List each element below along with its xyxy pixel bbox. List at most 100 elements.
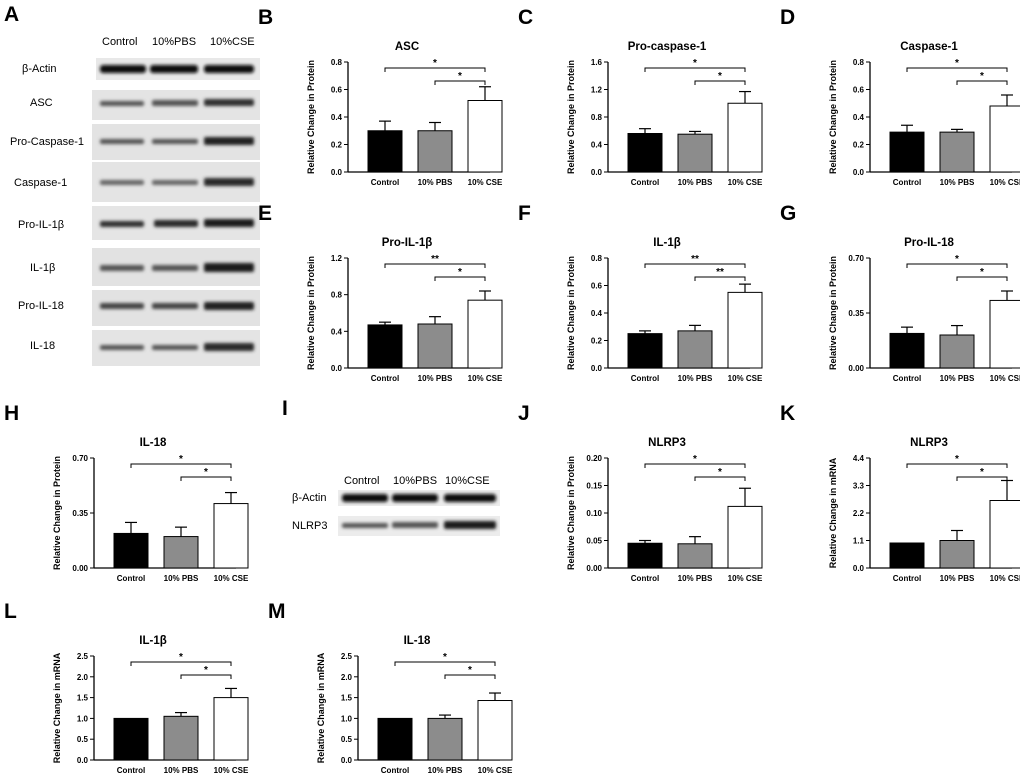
significance-bracket	[956, 80, 1008, 85]
x-tick-label: 10% PBS	[418, 178, 453, 187]
bar-3	[989, 105, 1020, 173]
blot-a-row-il1b: IL-1β	[30, 262, 56, 274]
x-tick-label: 10% CSE	[478, 766, 513, 775]
bar-2	[677, 133, 713, 173]
chart-panel-d: D Caspase-1 Relative Change in Protein 0.0 0…	[776, 0, 1020, 200]
x-tick-label: Control	[371, 178, 399, 187]
chart-title: NLRP3	[648, 437, 686, 449]
chart-title: IL-18	[140, 437, 167, 449]
chart-panel-h: H IL-18 Relative Change in Protein 0.00 0.35…	[0, 396, 249, 596]
significance-label: *	[718, 71, 722, 82]
bar-3	[727, 102, 763, 173]
significance-bracket	[130, 661, 232, 666]
x-tick-label: 10% CSE	[214, 574, 249, 583]
blot-a-row-proil18: Pro-IL-18	[18, 300, 64, 312]
bar-1	[113, 717, 149, 761]
significance-bracket	[694, 80, 746, 85]
chart-panel-m: M IL-18 Relative Change in mRNA 0.0 0.5 1.0 1.…	[264, 594, 513, 782]
significance-label: *	[980, 467, 984, 478]
bar-1	[113, 532, 149, 569]
significance-bracket	[694, 276, 746, 281]
x-tick-label: 10% CSE	[468, 178, 503, 187]
significance-label: *	[458, 71, 462, 82]
y-tick-label: 0.4	[591, 141, 603, 150]
y-axis-label: Relative Change in Protein	[828, 60, 838, 174]
chart-panel-c: C Pro-caspase-1 Relative Change in Protein…	[514, 0, 763, 200]
significance-label: **	[691, 254, 699, 265]
y-tick-label: 0.2	[853, 141, 865, 150]
bar-3	[727, 291, 763, 369]
y-tick-label: 1.6	[591, 58, 603, 67]
bar-3	[989, 500, 1020, 569]
blot-a-lane-control: Control	[102, 36, 138, 48]
significance-bracket	[906, 67, 1008, 72]
y-tick-label: 0.10	[586, 509, 602, 518]
chart-title: Pro-caspase-1	[628, 41, 707, 53]
bar-1	[627, 333, 663, 369]
y-tick-label: 2.0	[341, 673, 353, 682]
x-tick-label: Control	[117, 574, 145, 583]
bar-3	[467, 100, 503, 173]
y-tick-label: 0.8	[591, 254, 603, 263]
x-tick-label: 10% PBS	[428, 766, 463, 775]
blot-a-lane-pbs: 10%PBS	[152, 36, 197, 48]
significance-label: *	[955, 58, 959, 69]
y-tick-label: 0.0	[331, 364, 343, 373]
x-tick-label: 10% CSE	[728, 178, 763, 187]
chart-title: ASC	[395, 41, 419, 53]
y-axis-label: Relative Change in Protein	[566, 256, 576, 370]
x-tick-label: 10% PBS	[678, 574, 713, 583]
blot-a-row-asc: ASC	[30, 97, 53, 109]
bar-1	[627, 542, 663, 569]
significance-label: *	[433, 58, 437, 69]
panel-letter-l: L	[4, 600, 17, 623]
y-tick-label: 0.20	[586, 454, 602, 463]
bar-2	[163, 715, 199, 761]
bar-2	[417, 323, 453, 369]
y-tick-label: 0.6	[331, 86, 343, 95]
bar-1	[377, 717, 413, 761]
significance-bracket	[434, 80, 486, 85]
x-tick-label: 10% PBS	[940, 374, 975, 383]
panel-letter-m: M	[268, 600, 286, 623]
y-tick-label: 0.0	[331, 168, 343, 177]
y-tick-label: 0.0	[591, 168, 603, 177]
y-tick-label: 0.05	[586, 537, 602, 546]
y-axis-label: Relative Change in mRNA	[316, 652, 326, 763]
y-tick-label: 0.6	[853, 86, 865, 95]
significance-bracket	[906, 463, 1008, 468]
x-tick-label: Control	[893, 574, 921, 583]
bar-3	[477, 700, 513, 761]
significance-label: *	[179, 454, 183, 465]
y-tick-label: 0.15	[586, 482, 602, 491]
panel-letter-c: C	[518, 6, 533, 29]
blot-a-row-il18: IL-18	[30, 340, 56, 352]
y-axis-label: Relative Change in Protein	[306, 60, 316, 174]
x-tick-label: 10% PBS	[940, 574, 975, 583]
significance-bracket	[444, 674, 496, 679]
y-tick-label: 1.0	[77, 714, 89, 723]
y-tick-label: 0.00	[72, 564, 88, 573]
significance-bracket	[694, 476, 746, 481]
significance-bracket	[644, 67, 746, 72]
significance-label: *	[458, 267, 462, 278]
chart-title: Pro-IL-1β	[382, 237, 432, 249]
panel-letter-a: A	[4, 3, 20, 26]
y-tick-label: 0.8	[331, 58, 343, 67]
x-tick-label: Control	[371, 374, 399, 383]
x-tick-label: Control	[117, 766, 145, 775]
chart-panel-j: J NLRP3 Relative Change in Protein 0.00 0.05…	[514, 396, 763, 596]
chart-panel-l: L IL-1β Relative Change in mRNA 0.0 0.5 1.0 1.…	[0, 594, 249, 782]
y-tick-label: 0.70	[848, 254, 864, 263]
x-tick-label: 10% PBS	[164, 766, 199, 775]
x-tick-label: 10% PBS	[418, 374, 453, 383]
chart-panel-g: G Pro-IL-18 Relative Change in Protein 0.00…	[776, 196, 1020, 396]
x-tick-label: 10% CSE	[728, 374, 763, 383]
bar-2	[163, 536, 199, 569]
bar-2	[939, 540, 975, 569]
blot-a-row-proil1b: Pro-IL-1β	[18, 219, 65, 231]
y-tick-label: 0.35	[848, 309, 864, 318]
significance-bracket	[644, 263, 746, 268]
y-tick-label: 0.8	[853, 58, 865, 67]
y-tick-label: 0.8	[331, 291, 343, 300]
